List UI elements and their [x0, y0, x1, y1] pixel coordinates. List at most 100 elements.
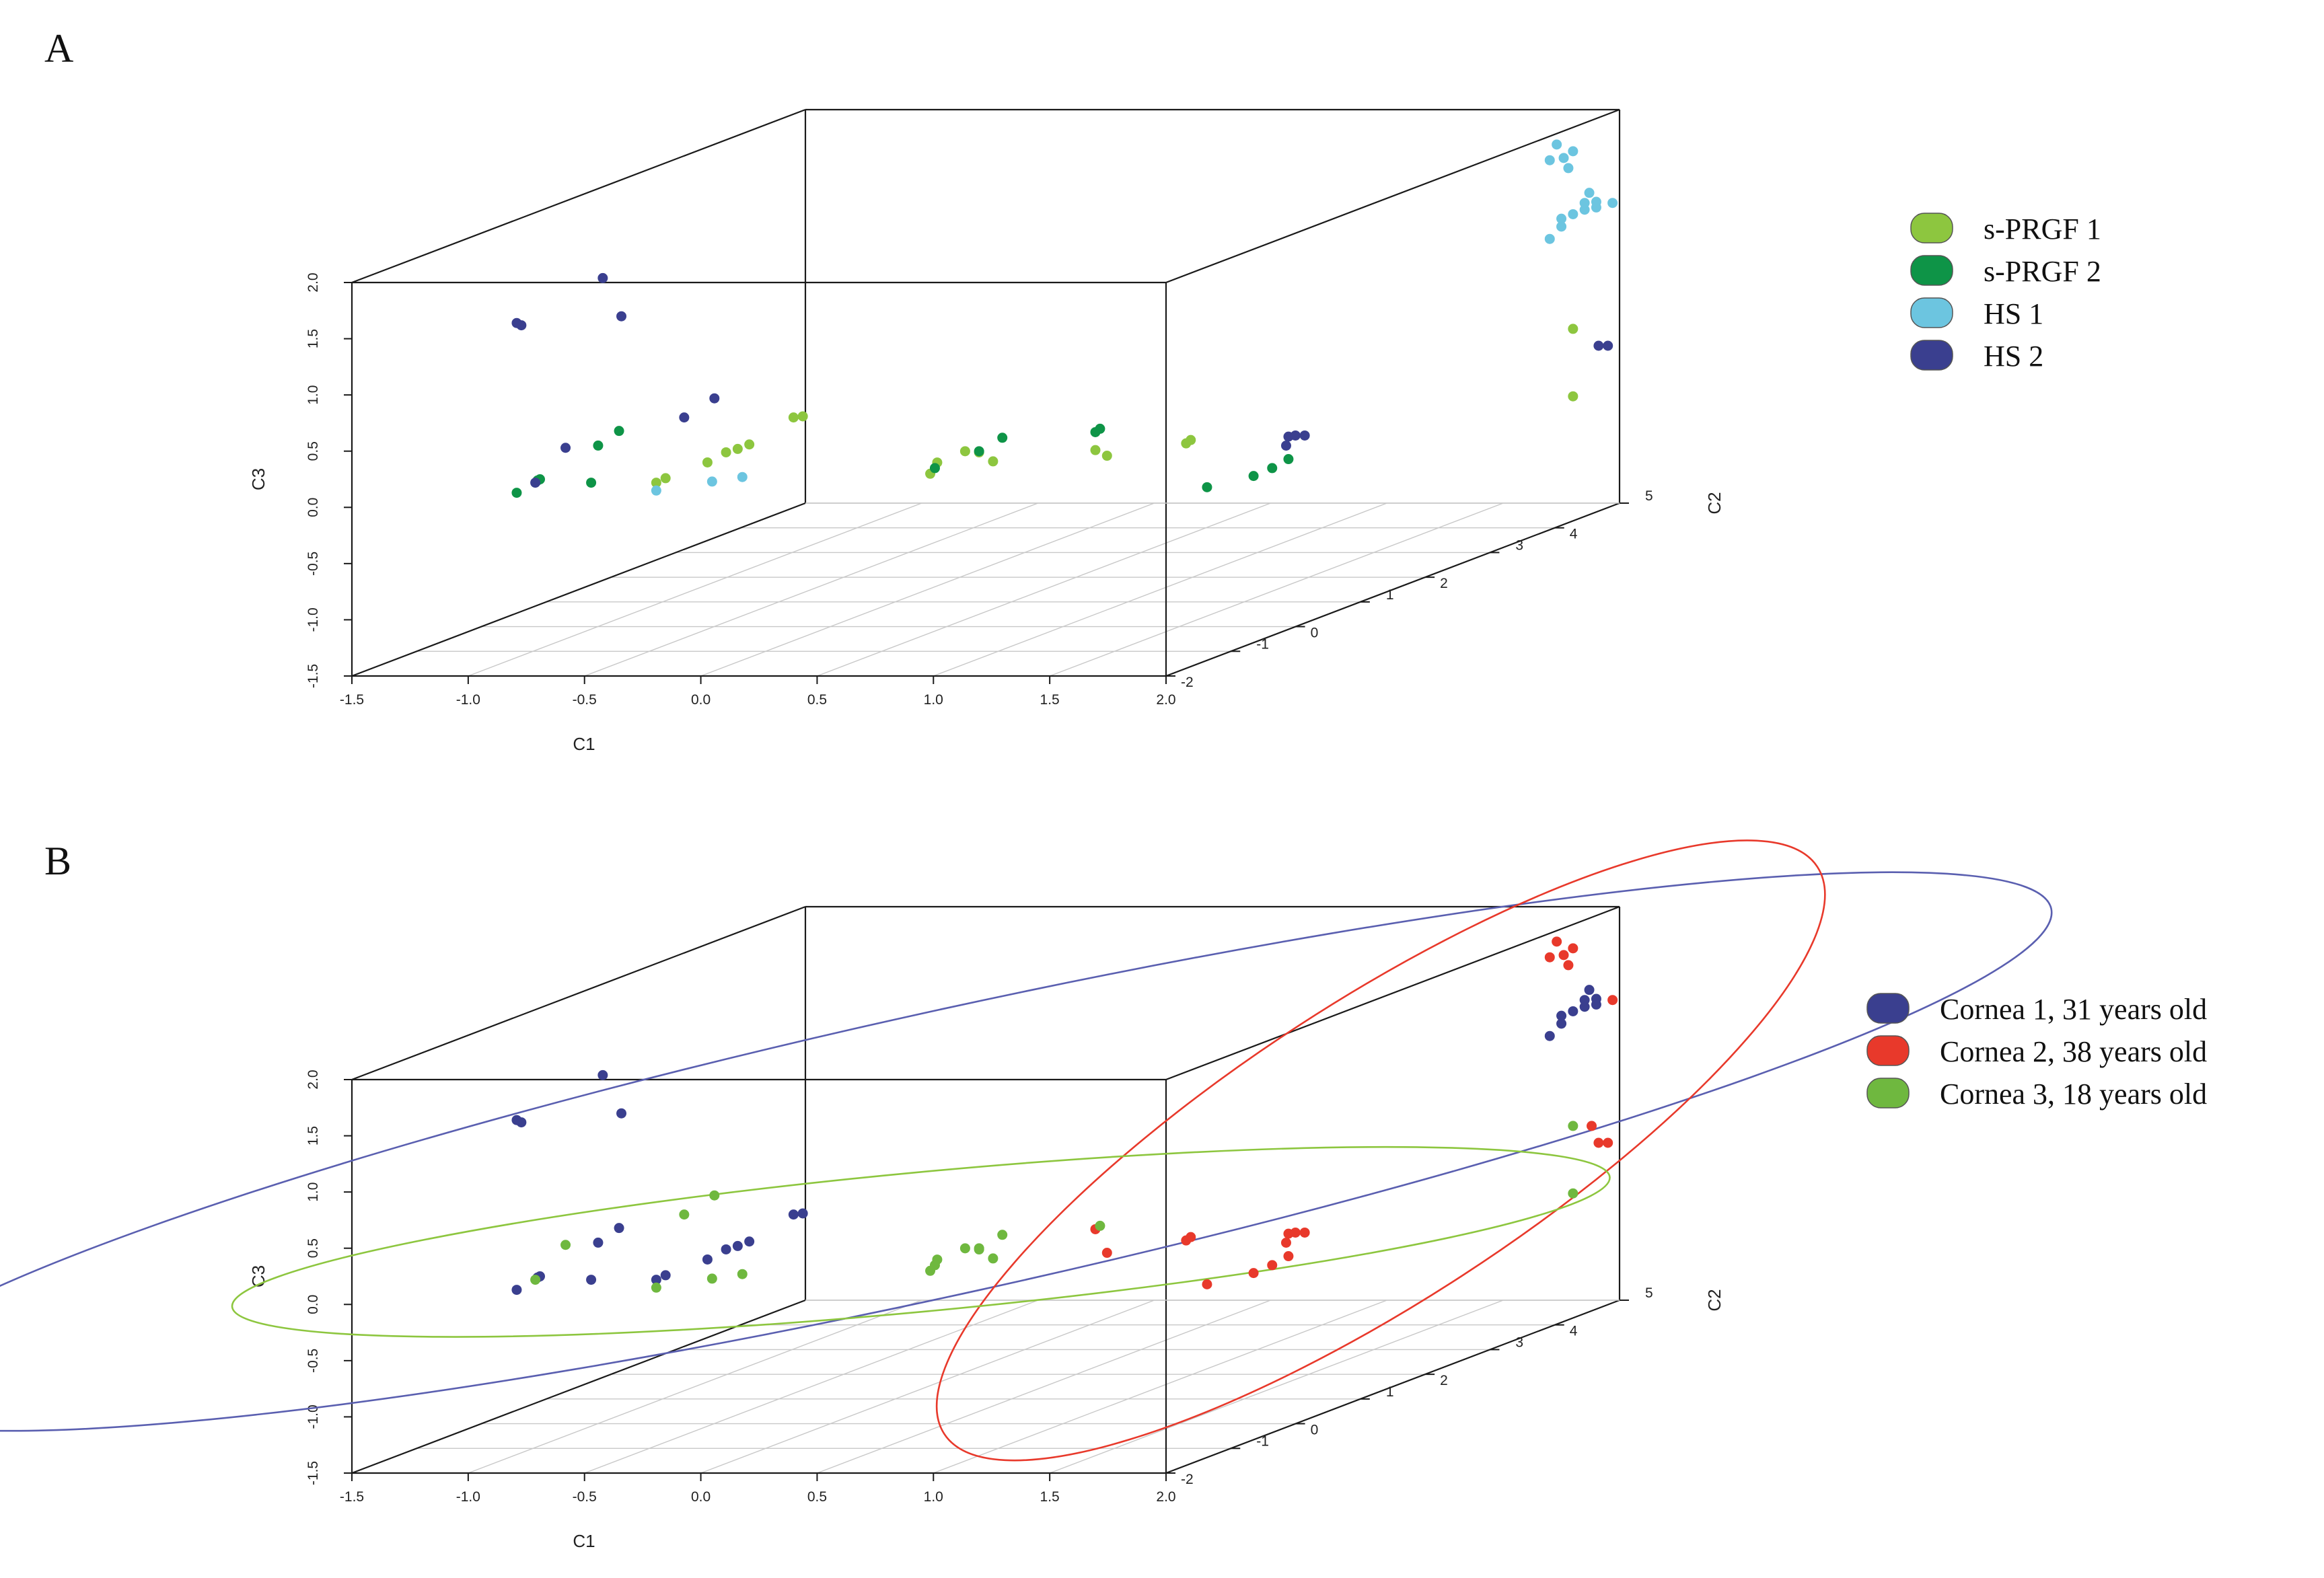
data-point — [1558, 153, 1569, 163]
data-point — [1186, 435, 1196, 445]
z-tick-label: 0.5 — [305, 1238, 321, 1258]
data-point — [1186, 1232, 1196, 1242]
x-tick-label: 0.5 — [807, 1489, 827, 1505]
x-tick-label: 1.0 — [924, 1489, 943, 1505]
data-point — [1283, 454, 1294, 465]
data-point — [1299, 430, 1310, 441]
data-point — [1568, 391, 1578, 402]
data-point — [744, 1236, 755, 1247]
z-tick-label: -1.5 — [305, 1461, 321, 1485]
data-point — [597, 1069, 608, 1080]
data-point — [1568, 146, 1578, 157]
data-point — [560, 443, 571, 453]
x-tick-label: 0.0 — [691, 692, 711, 708]
data-point — [1579, 995, 1590, 1006]
data-point — [1248, 1268, 1259, 1279]
data-point — [1593, 1137, 1604, 1148]
data-point — [614, 426, 624, 437]
legend-panel-b: Cornea 1, 31 years old Cornea 2, 38 years… — [1866, 993, 2207, 1111]
legend-swatch — [1866, 993, 1910, 1024]
x-tick-label: -1.0 — [456, 1489, 480, 1505]
z-axis: -1.5-1.0-0.50.00.51.01.52.0C3 — [248, 272, 352, 688]
legend-label: Cornea 3, 18 years old — [1940, 1078, 2207, 1111]
data-point — [597, 272, 608, 283]
y-tick-label: 3 — [1515, 1335, 1523, 1350]
y-tick-label: 1 — [1386, 587, 1394, 603]
x-axis: -1.5 -1.0 -0.5 0.0 0.5 1.0 1.5 2.0 C1 — [340, 676, 1176, 754]
data-point — [1095, 423, 1105, 434]
x-tick-label: -1.5 — [340, 692, 364, 708]
box-edges — [351, 108, 1621, 677]
data-point — [737, 472, 748, 482]
data-point — [1202, 1279, 1212, 1289]
x-tick-label: -1.0 — [456, 692, 480, 708]
data-point — [651, 1282, 661, 1293]
box-edge — [1165, 1299, 1620, 1474]
data-point — [1090, 445, 1101, 455]
grid-line-x — [1049, 1300, 1504, 1474]
z-tick-label: 1.0 — [305, 1182, 321, 1202]
data-point — [929, 463, 940, 474]
panel-a-letter: A — [44, 26, 73, 71]
z-tick-label: -1.0 — [305, 1404, 321, 1429]
data-point — [1593, 340, 1604, 351]
z-axis-title: C3 — [248, 468, 268, 490]
data-point — [1544, 1030, 1555, 1041]
data-point — [1556, 1018, 1567, 1029]
y-tick-label: 4 — [1570, 1324, 1578, 1339]
data-point — [1202, 482, 1212, 492]
x-axis-title: C1 — [573, 1531, 595, 1551]
box-edge — [351, 108, 806, 284]
z-axis: -1.5-1.0-0.50.00.51.01.52.0C3 — [248, 1069, 352, 1485]
z-tick-label: 1.0 — [305, 385, 321, 405]
data-point — [586, 478, 597, 488]
data-point — [974, 446, 984, 457]
z-tick-label: -0.5 — [305, 552, 321, 576]
data-point — [593, 440, 604, 451]
data-point — [530, 478, 541, 488]
data-point — [560, 1240, 571, 1250]
data-point — [679, 1209, 690, 1220]
x-tick-label: 1.0 — [924, 692, 943, 708]
data-point — [706, 476, 717, 487]
data-point — [660, 1270, 671, 1281]
data-point — [679, 412, 690, 423]
z-tick-label: -0.5 — [305, 1349, 321, 1373]
z-tick-label: 1.5 — [305, 329, 321, 348]
data-point — [929, 1260, 940, 1271]
data-point — [1591, 993, 1601, 1004]
data-point — [1603, 1137, 1613, 1148]
box-edge — [351, 502, 806, 677]
data-point — [1267, 1260, 1278, 1271]
grid-line-x — [817, 502, 1271, 677]
data-point — [660, 473, 671, 484]
data-point — [1248, 471, 1259, 482]
z-tick-label: 1.5 — [305, 1126, 321, 1145]
x-tick-label: 1.5 — [1040, 1489, 1060, 1505]
y-axis-title: C2 — [1704, 492, 1724, 514]
data-point — [721, 447, 731, 457]
data-point — [516, 320, 527, 331]
y-tick-label: 3 — [1515, 537, 1523, 553]
data-point — [1101, 451, 1112, 461]
x-tick-label: 2.0 — [1156, 692, 1175, 708]
data-point — [1552, 139, 1562, 150]
legend-swatch — [1910, 297, 1953, 328]
data-point — [1584, 188, 1595, 198]
data-point — [511, 488, 522, 498]
data-points — [511, 936, 1618, 1295]
data-point — [1283, 1251, 1294, 1262]
data-point — [1607, 995, 1618, 1006]
z-tick-label: 0.5 — [305, 441, 321, 461]
legend-swatch — [1910, 255, 1953, 286]
x-tick-label: 0.0 — [691, 1489, 711, 1505]
data-point — [1556, 213, 1567, 224]
data-point — [1556, 1010, 1567, 1021]
x-tick-label: -1.5 — [340, 1489, 364, 1505]
y-tick-label: 5 — [1645, 1285, 1653, 1301]
data-point — [732, 1240, 743, 1251]
legend-label: HS 1 — [1984, 297, 2043, 330]
data-point — [1290, 430, 1301, 441]
data-point — [1095, 1220, 1105, 1231]
grid-line-x — [1049, 502, 1504, 677]
